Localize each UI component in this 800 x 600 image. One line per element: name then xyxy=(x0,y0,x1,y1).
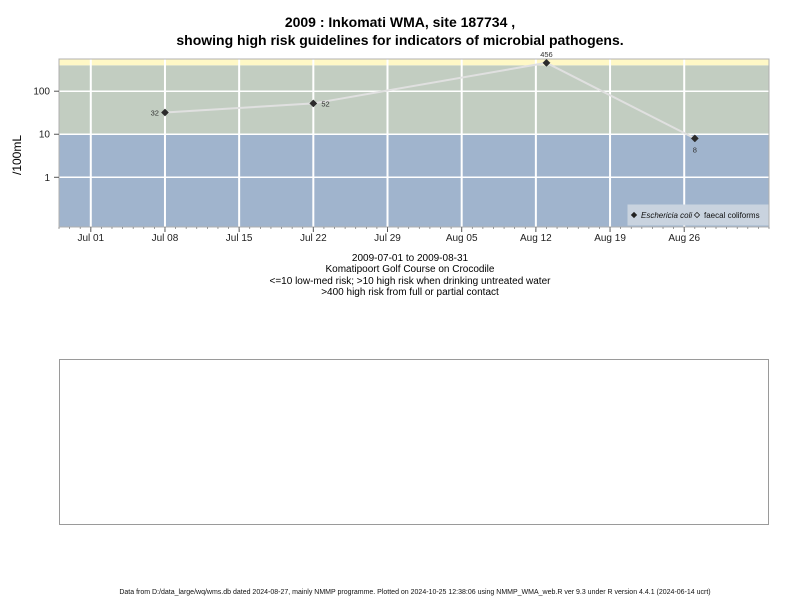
data-point-1 xyxy=(309,99,318,108)
caption-risk-guideline-1: <=10 low-med risk; >10 high risk when dr… xyxy=(269,276,551,287)
series-line-0 xyxy=(164,61,696,140)
chart-plot: Jul 01 Jul 08 Jul 15 Jul 22 Jul 29 Aug 05 Aug … xyxy=(33,50,770,244)
x-tick-label-7: Aug 19 xyxy=(594,233,626,244)
footer-note: Data from D:/data_large/wq/wms.db dated … xyxy=(119,589,711,596)
data-label-3: 8 xyxy=(693,145,697,154)
x-tick-label-5: Aug 05 xyxy=(446,233,478,244)
x-tick-label-6: Aug 12 xyxy=(520,233,552,244)
data-series: 32 52 456 8 xyxy=(151,50,699,154)
chart-title-line-1: 2009 : Inkomati WMA, site 187734 , xyxy=(284,14,516,30)
x-tick-label-8: Aug 26 xyxy=(668,233,700,244)
x-tick-label-2: Jul 15 xyxy=(226,233,253,244)
caption-site-name: Komatipoort Golf Course on Crocodile xyxy=(325,264,495,275)
empty-panel xyxy=(59,359,769,525)
risk-band-2 xyxy=(59,59,769,66)
data-point-2 xyxy=(542,58,551,67)
data-point-0 xyxy=(161,108,169,117)
legend-marker-1 xyxy=(693,211,701,219)
chart-title-line-2: showing high risk guidelines for indicat… xyxy=(176,32,624,48)
data-label-2: 456 xyxy=(540,50,553,59)
axes: Jul 01 Jul 08 Jul 15 Jul 22 Jul 29 Aug 05 Aug … xyxy=(33,87,770,244)
x-tick-label-1: Jul 08 xyxy=(152,233,179,244)
risk-band-1 xyxy=(59,65,769,135)
plot-frame xyxy=(58,58,770,228)
legend-marker-0 xyxy=(630,211,638,219)
caption-risk-guideline-2: >400 high risk from full or partial cont… xyxy=(321,287,499,298)
x-tick-label-3: Jul 22 xyxy=(300,233,327,244)
y-tick-label-0: 1 xyxy=(44,173,50,184)
legend: Eschericia coli faecal coliforms xyxy=(627,204,769,226)
data-label-0: 32 xyxy=(151,109,159,118)
y-tick-label-1: 10 xyxy=(39,130,51,141)
legend-label-1: faecal coliforms xyxy=(704,211,760,220)
caption-date-range: 2009-07-01 to 2009-08-31 xyxy=(351,253,469,264)
data-point-3 xyxy=(690,134,699,143)
legend-box xyxy=(627,204,769,226)
x-tick-label-4: Jul 29 xyxy=(374,233,401,244)
y-tick-label-2: 100 xyxy=(33,87,50,98)
data-label-1: 52 xyxy=(321,99,329,108)
gridlines xyxy=(59,59,769,227)
x-tick-label-0: Jul 01 xyxy=(77,233,104,244)
legend-label-0: Eschericia coli xyxy=(641,211,692,220)
